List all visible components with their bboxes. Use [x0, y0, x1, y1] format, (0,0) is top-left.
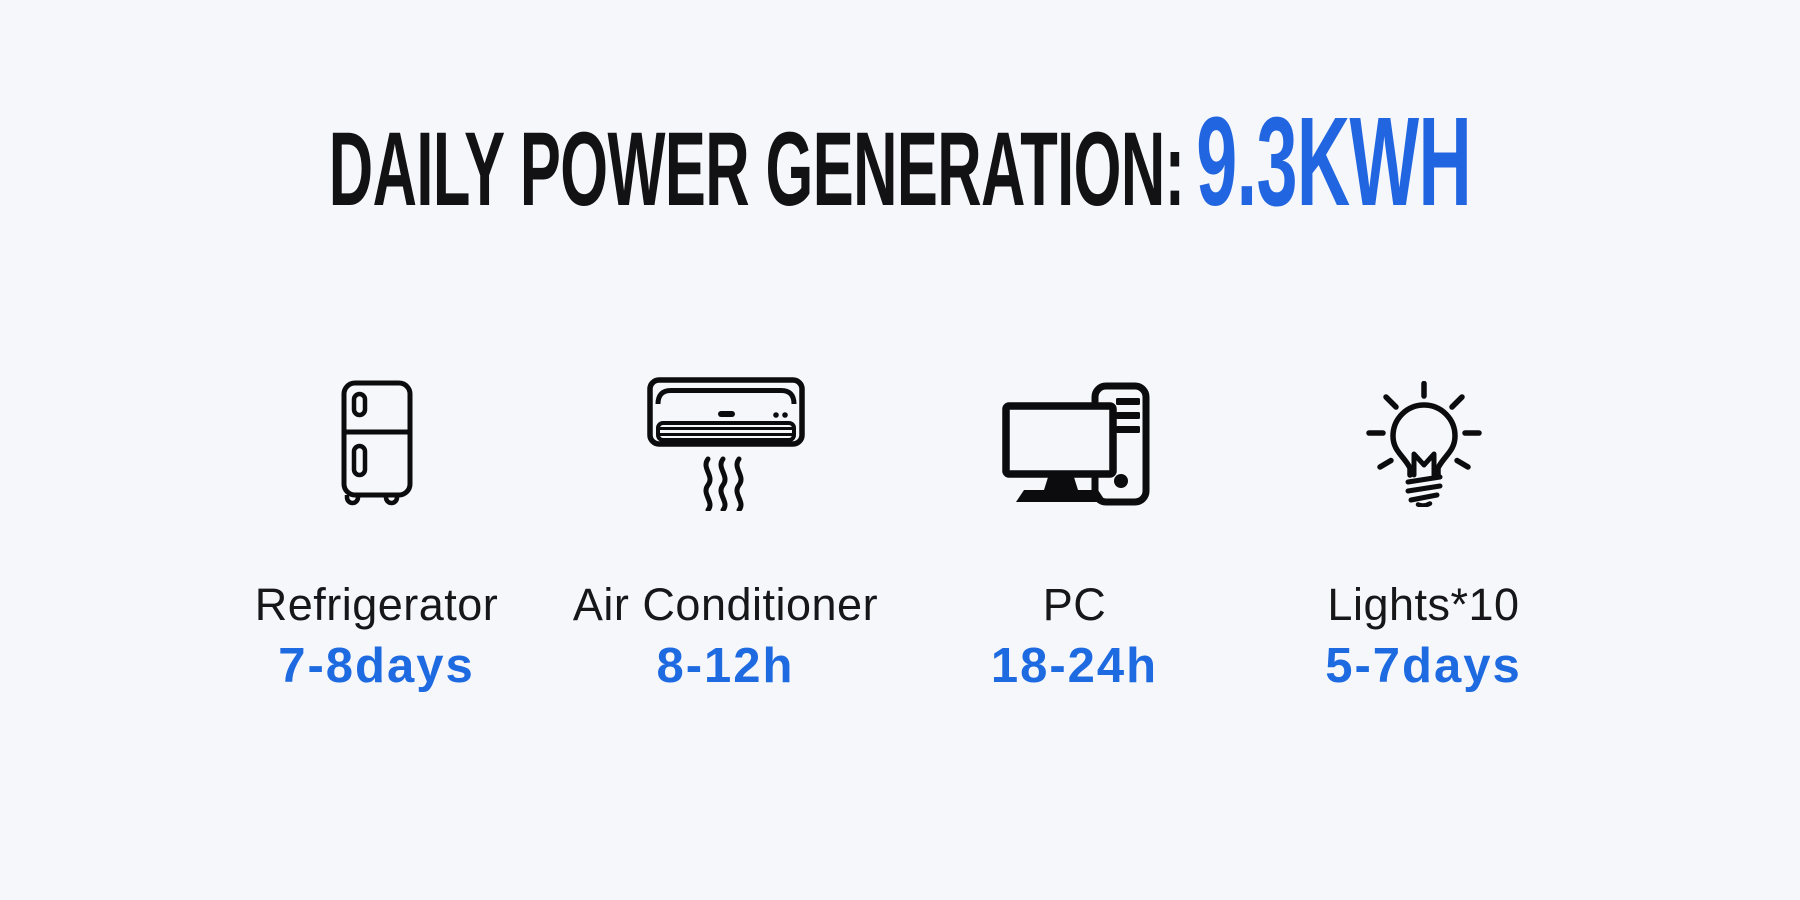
- appliance-row: Refrigerator 7-8days: [0, 376, 1800, 693]
- appliance-duration: 7-8days: [278, 638, 475, 693]
- refrigerator-icon: [341, 380, 412, 505]
- appliance-duration: 8-12h: [656, 638, 795, 693]
- appliance-name: Air Conditioner: [572, 579, 879, 630]
- appliance-duration: 18-24h: [990, 638, 1159, 693]
- page-title: DAILY POWER GENERATION: 9.3KWH: [329, 99, 1472, 225]
- appliance-card-lights: Lights*10 5-7days: [1249, 376, 1598, 693]
- appliance-card-refrigerator: Refrigerator 7-8days: [202, 376, 551, 693]
- appliance-card-pc: PC 18-24h: [900, 376, 1249, 693]
- air-conditioner-icon: [646, 376, 805, 511]
- title-text: DAILY POWER GENERATION:: [328, 111, 1185, 229]
- pc-icon: [1001, 382, 1149, 505]
- appliance-name: Lights*10: [1327, 579, 1520, 630]
- title-highlight-value: 9.3KWH: [1196, 91, 1472, 233]
- appliance-duration: 5-7days: [1325, 638, 1522, 693]
- appliance-name: Refrigerator: [254, 579, 499, 630]
- lightbulb-icon: [1365, 380, 1482, 507]
- appliance-name: PC: [1042, 579, 1107, 630]
- appliance-card-air-conditioner: Air Conditioner 8-12h: [551, 376, 900, 693]
